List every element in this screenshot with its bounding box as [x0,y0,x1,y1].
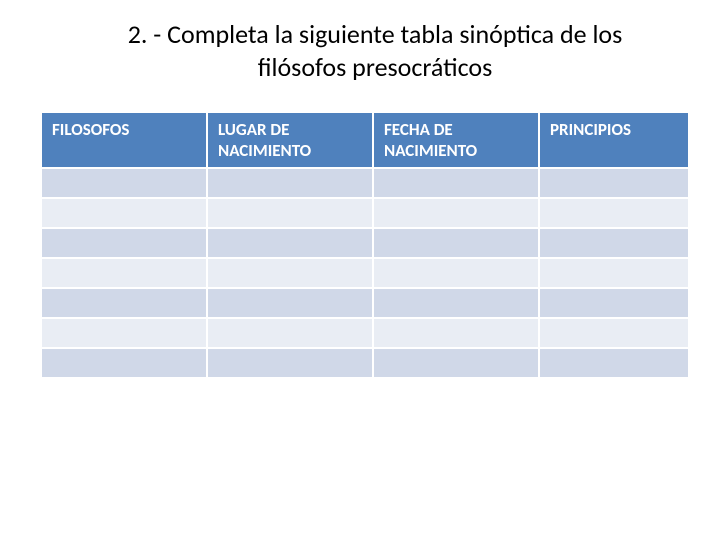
cell [208,229,372,257]
cell [208,169,372,197]
cell [374,169,538,197]
cell [42,319,206,347]
col-fecha: FECHA DE NACIMIENTO [374,113,538,167]
cell [42,169,206,197]
cell [374,229,538,257]
cell [374,199,538,227]
cell [540,349,688,377]
cell [374,319,538,347]
philosophers-table: FILOSOFOS LUGAR DE NACIMIENTO FECHA DE N… [40,111,690,379]
cell [374,259,538,287]
table-row [42,169,688,197]
cell [208,319,372,347]
cell [540,289,688,317]
cell [540,229,688,257]
cell [374,349,538,377]
cell [208,349,372,377]
col-principios: PRINCIPIOS [540,113,688,167]
table-header: FILOSOFOS LUGAR DE NACIMIENTO FECHA DE N… [42,113,688,167]
cell [540,319,688,347]
col-filosofos: FILOSOFOS [42,113,206,167]
table-row [42,289,688,317]
table-body [42,169,688,377]
cell [208,259,372,287]
table-row [42,229,688,257]
cell [42,289,206,317]
table-header-row: FILOSOFOS LUGAR DE NACIMIENTO FECHA DE N… [42,113,688,167]
cell [540,199,688,227]
cell [540,259,688,287]
cell [42,229,206,257]
cell [540,169,688,197]
cell [42,349,206,377]
col-lugar: LUGAR DE NACIMIENTO [208,113,372,167]
cell [42,259,206,287]
table-row [42,259,688,287]
table-row [42,349,688,377]
table-row [42,319,688,347]
cell [208,289,372,317]
cell [374,289,538,317]
cell [208,199,372,227]
table-row [42,199,688,227]
cell [42,199,206,227]
page-title: 2. - Completa la siguiente tabla sinópti… [0,0,720,103]
